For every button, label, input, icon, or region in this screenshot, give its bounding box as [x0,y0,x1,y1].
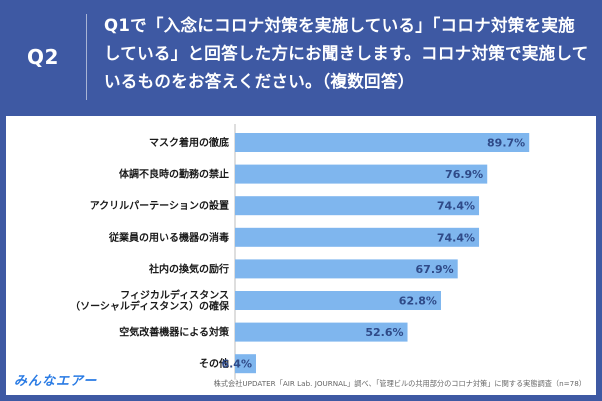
value-label: 67.9% [416,263,454,276]
category-label: アクリルパーテーションの設置 [90,199,229,212]
bar [235,133,530,152]
category-label: 社内の換気の励行 [148,262,229,275]
bar [235,164,488,184]
bar [235,322,408,342]
bar [235,291,441,310]
value-label: 62.8% [399,295,437,308]
category-label: 従業員の用いる機器の消毒 [108,231,229,244]
value-label: 6.4% [221,358,252,371]
bar-chart: マスク着用の徹底体調不良時の勤務の禁止アクリルパーテーションの設置従業員の用いる… [70,124,530,380]
category-label: 空気改善機器による対策 [119,326,230,339]
bar [235,354,256,374]
question-text: Q1で「入念にコロナ対策を実施している」「コロナ対策を実施している」と回答した方… [104,16,589,91]
value-label: 52.6% [365,326,403,339]
value-label: 76.9% [445,168,483,181]
category-label: マスク着用の徹底 [149,136,229,149]
bar [235,196,480,216]
value-label: 74.4% [437,200,475,213]
source-note: 株式会社UPDATER「AIR Lab. JOURNAL」調べ、「管理ビルの共用… [213,379,586,388]
header-divider [86,14,87,100]
value-label: 74.4% [437,231,475,244]
question-label: Q2 [27,45,59,69]
category-label: 体調不良時の勤務の禁止 [119,168,229,181]
value-label: 89.7% [487,137,525,150]
brand-logo: みんなエアー [14,374,98,389]
bar [235,227,480,247]
chart-card: マスク着用の徹底体調不良時の勤務の禁止アクリルパーテーションの設置従業員の用いる… [6,116,596,395]
category-label: フィジカルディスタンス（ソーシャルディスタンス）の確保 [70,289,230,313]
bar [235,259,458,279]
category-label: その他 [199,357,229,370]
